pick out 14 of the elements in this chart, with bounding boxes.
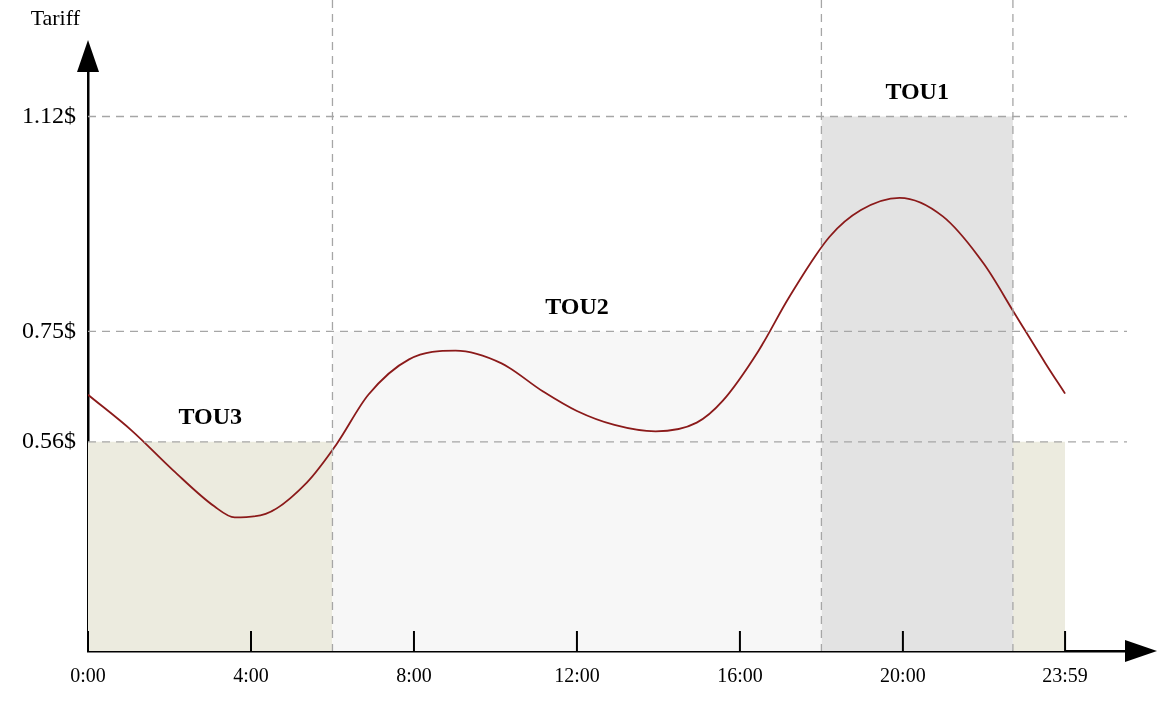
y-axis-title: Tariff xyxy=(30,4,81,30)
x-tick-label: 0:00 xyxy=(70,664,106,687)
y-tick-label: 1.12$ xyxy=(22,101,76,128)
y-tick-label: 0.56$ xyxy=(22,427,76,454)
x-tick-label: 23:59 xyxy=(1042,664,1088,687)
x-tick-label: 12:00 xyxy=(554,664,600,687)
x-tick-label: 8:00 xyxy=(396,664,432,687)
x-tick-label: 20:00 xyxy=(880,664,926,687)
y-tick-label: 0.75$ xyxy=(22,316,76,343)
series-label: TOU2 xyxy=(545,292,609,319)
series-label: TOU1 xyxy=(885,77,949,104)
x-tick-label: 16:00 xyxy=(717,664,763,687)
series-label: TOU3 xyxy=(178,403,243,430)
x-tick-label: 4:00 xyxy=(233,664,269,687)
